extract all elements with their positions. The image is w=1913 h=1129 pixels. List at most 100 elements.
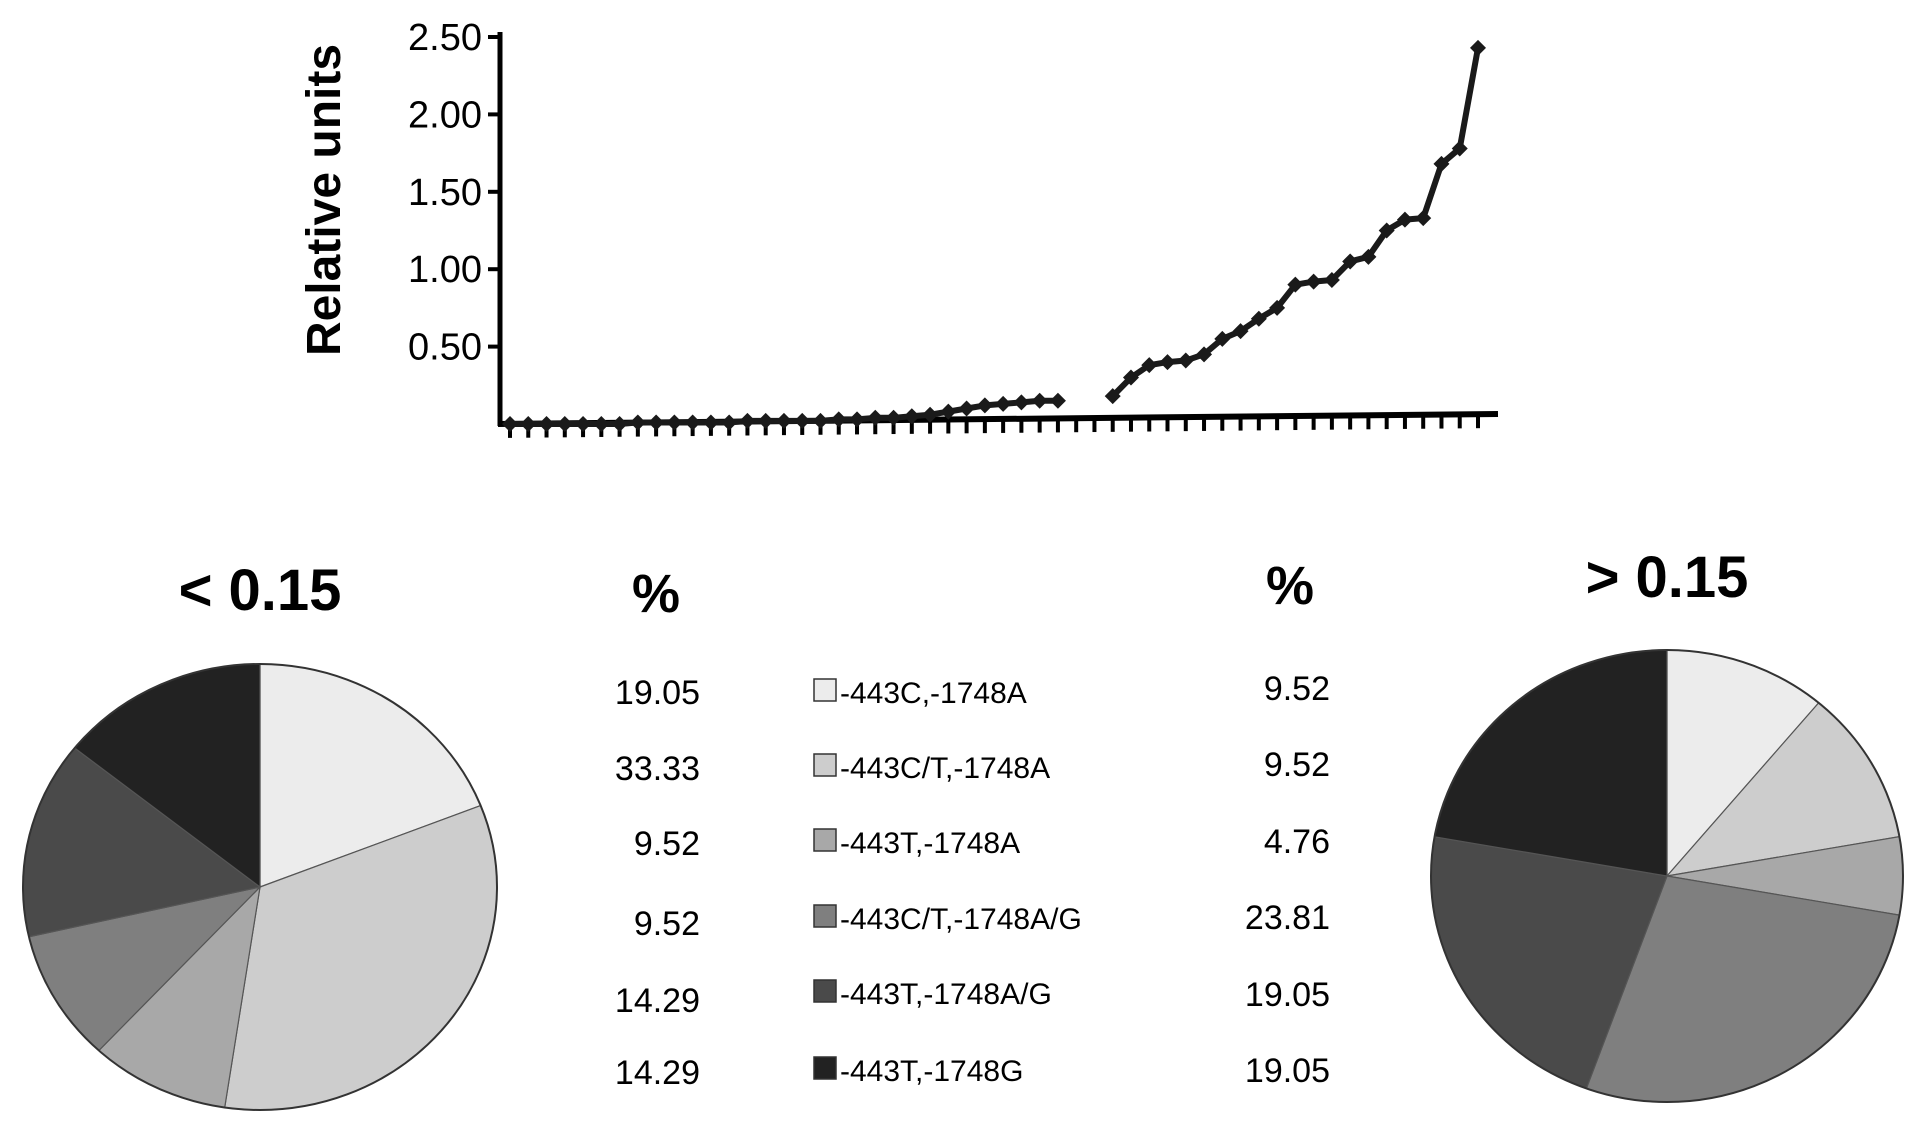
- data-point: [922, 406, 939, 423]
- data-point: [1269, 299, 1286, 316]
- data-point: [1378, 222, 1395, 239]
- legend-label: -443T,-1748A/G: [840, 978, 1052, 1011]
- legend-label: -443T,-1748A: [840, 827, 1020, 860]
- data-point: [1232, 323, 1249, 340]
- legend-label: -443C/T,-1748A/G: [840, 903, 1082, 936]
- data-point: [1250, 310, 1267, 327]
- data-point: [648, 414, 665, 431]
- pie-right-slices: [1430, 649, 1904, 1103]
- data-point: [1177, 352, 1194, 369]
- pie-left: < 0.15: [22, 558, 498, 1111]
- pct-left-value: 14.29: [615, 1054, 700, 1092]
- pct-right-value: 19.05: [1245, 976, 1330, 1014]
- pct-left-value: 14.29: [615, 982, 700, 1020]
- pie-outline: [22, 663, 498, 1111]
- data-point: [1323, 272, 1340, 289]
- data-point: [1342, 253, 1359, 270]
- data-point: [739, 412, 756, 429]
- pct-left-value: 9.52: [634, 825, 700, 863]
- data-point: [867, 409, 884, 426]
- data-point: [995, 395, 1012, 412]
- data-point: [1287, 276, 1304, 293]
- data-point: [611, 416, 628, 432]
- pie-right: > 0.15: [1430, 545, 1904, 1103]
- pct-left-value: 19.05: [615, 674, 700, 712]
- data-point: [629, 414, 646, 431]
- data-point: [903, 408, 920, 425]
- data-point: [849, 411, 866, 428]
- data-point: [1214, 330, 1231, 347]
- data-point: [666, 414, 683, 431]
- pct-left-value: 33.33: [615, 750, 700, 788]
- data-point: [721, 414, 738, 431]
- pie-right-title: > 0.15: [1586, 545, 1749, 610]
- data-point: [702, 414, 719, 431]
- data-point: [794, 412, 811, 429]
- data-point: [1141, 357, 1158, 374]
- pct-right-value: 19.05: [1245, 1052, 1330, 1090]
- data-point: [1159, 354, 1176, 371]
- data-point: [1396, 211, 1413, 228]
- legend-swatch: [813, 904, 837, 928]
- pie-slice: [1433, 649, 1668, 877]
- y-tick-label: 1.50: [408, 172, 482, 214]
- pct-left-column: 19.05 33.33 9.52 9.52 14.29 14.29: [615, 674, 700, 1092]
- pct-right-value: 4.76: [1264, 823, 1330, 861]
- data-point: [830, 411, 847, 428]
- data-point: [885, 409, 902, 426]
- line-series: [502, 39, 1486, 432]
- y-tick-label: 1.00: [408, 249, 482, 291]
- data-point: [593, 416, 610, 432]
- pct-right-value: 9.52: [1264, 746, 1330, 784]
- data-point: [575, 416, 592, 432]
- y-tick-label: 2.50: [408, 17, 482, 59]
- data-point: [1104, 388, 1121, 405]
- data-point: [1305, 273, 1322, 290]
- data-point: [556, 416, 573, 432]
- pct-right-column: 9.52 9.52 4.76 23.81 19.05 19.05: [1245, 670, 1330, 1090]
- data-point: [1433, 155, 1450, 172]
- data-point: [1415, 210, 1432, 227]
- data-point: [940, 403, 957, 420]
- pie-left-title: < 0.15: [179, 558, 342, 623]
- data-point: [684, 414, 701, 431]
- y-axis-label: Relative units: [298, 44, 351, 356]
- legend-label: -443C/T,-1748A: [840, 752, 1050, 785]
- pct-left-value: 9.52: [634, 905, 700, 943]
- data-point: [958, 400, 975, 417]
- legend-swatch: [813, 753, 837, 777]
- pie-left-slices: [22, 663, 498, 1111]
- data-point: [520, 416, 537, 432]
- y-tick-label: 2.00: [408, 94, 482, 136]
- data-point: [976, 397, 993, 414]
- y-tick-label: 0.50: [408, 327, 482, 369]
- legend-swatch: [813, 828, 837, 852]
- data-point: [812, 412, 829, 429]
- data-point: [1122, 369, 1139, 386]
- pct-right-value: 23.81: [1245, 899, 1330, 937]
- data-point: [1360, 248, 1377, 265]
- legend: -443C,-1748A -443C/T,-1748A -443T,-1748A -4…: [813, 677, 1082, 1088]
- legend-swatch: [813, 678, 837, 702]
- data-point: [1470, 39, 1486, 56]
- data-point: [502, 416, 518, 432]
- data-point: [1049, 392, 1066, 409]
- pct-header-left: %: [632, 564, 680, 624]
- line-chart: 2.50 2.00 1.50 1.00 0.50 Relative units: [298, 17, 1499, 438]
- y-axis-ticks: 2.50 2.00 1.50 1.00 0.50: [408, 17, 500, 369]
- data-point: [538, 416, 555, 432]
- pie-outline: [1430, 649, 1904, 1103]
- data-point: [1196, 346, 1213, 363]
- data-point: [1451, 140, 1468, 157]
- legend-swatch: [813, 1056, 837, 1080]
- legend-label: -443C,-1748A: [840, 677, 1027, 710]
- data-point: [1031, 392, 1048, 409]
- pct-header-right: %: [1266, 556, 1314, 616]
- pct-right-value: 9.52: [1264, 670, 1330, 708]
- data-point: [1013, 394, 1030, 411]
- data-point: [775, 412, 792, 429]
- data-point: [757, 412, 774, 429]
- legend-label: -443T,-1748G: [840, 1055, 1023, 1088]
- legend-swatch: [813, 979, 837, 1003]
